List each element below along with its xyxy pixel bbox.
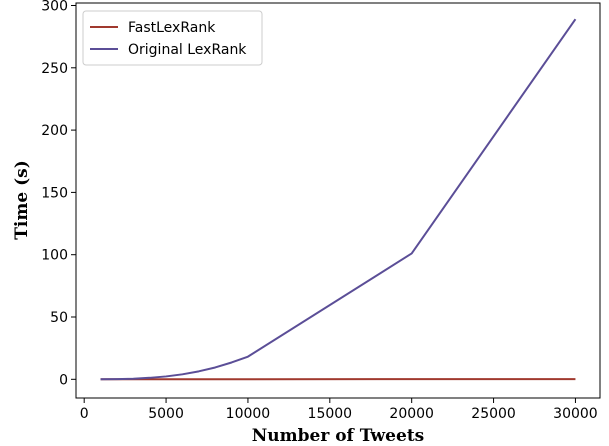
y-axis-ticks: 0 50 100 150 200 250 300	[41, 0, 76, 388]
legend: FastLexRank Original LexRank	[82, 10, 263, 66]
y-tick-label: 200	[41, 123, 68, 139]
x-tick-label: 0	[80, 406, 89, 422]
x-tick-label: 5000	[148, 406, 184, 422]
x-tick-label: 20000	[389, 406, 434, 422]
x-tick-label: 30000	[553, 406, 598, 422]
series-line-original-lexrank	[100, 18, 577, 381]
plot-lines	[100, 18, 577, 381]
legend-label-original-lexrank: Original LexRank	[128, 42, 247, 58]
y-tick-label: 150	[41, 185, 68, 201]
x-axis-label: Number of Tweets	[252, 426, 425, 446]
legend-box	[82, 10, 263, 66]
x-tick-label: 15000	[308, 406, 353, 422]
y-tick-label: 50	[50, 310, 68, 326]
y-tick-label: 250	[41, 61, 68, 77]
y-tick-label: 100	[41, 248, 68, 264]
x-tick-label: 10000	[226, 406, 271, 422]
y-tick-label: 300	[41, 0, 68, 14]
y-tick-label: 0	[59, 372, 68, 388]
plot-frame	[75, 2, 601, 399]
x-axis-ticks: 0 5000 10000 15000 20000 25000 30000	[80, 398, 598, 422]
x-tick-label: 25000	[471, 406, 516, 422]
legend-label-fastlexrank: FastLexRank	[128, 20, 216, 36]
y-axis-label: Time (s)	[12, 160, 32, 240]
